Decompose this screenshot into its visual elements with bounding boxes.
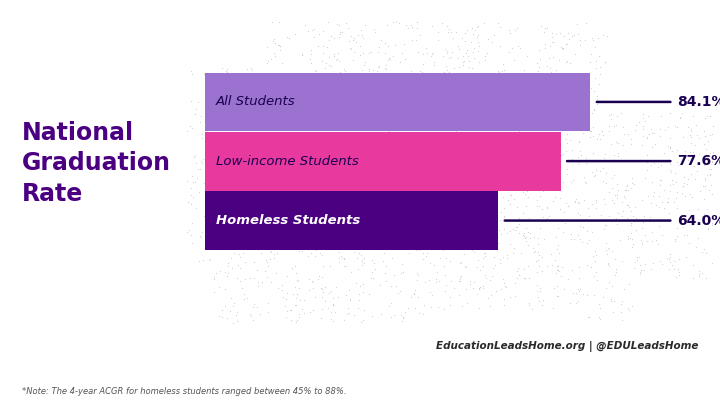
Text: 64.0%: 64.0% — [677, 213, 720, 228]
Text: 77.6%: 77.6% — [677, 154, 720, 168]
FancyBboxPatch shape — [205, 72, 590, 131]
Text: Homeless Students: Homeless Students — [216, 214, 360, 227]
FancyBboxPatch shape — [205, 132, 561, 190]
FancyBboxPatch shape — [205, 191, 498, 250]
Text: National
Graduation
Rate: National Graduation Rate — [22, 121, 171, 206]
Text: EducationLeadsHome.org | @EDULeadsHome: EducationLeadsHome.org | @EDULeadsHome — [436, 341, 698, 352]
Text: Low-income Students: Low-income Students — [216, 155, 359, 168]
Text: 84.1%: 84.1% — [677, 95, 720, 109]
Text: All Students: All Students — [216, 96, 296, 109]
Text: *Note: The 4-year ACGR for homeless students ranged between 45% to 88%.: *Note: The 4-year ACGR for homeless stud… — [22, 387, 346, 396]
